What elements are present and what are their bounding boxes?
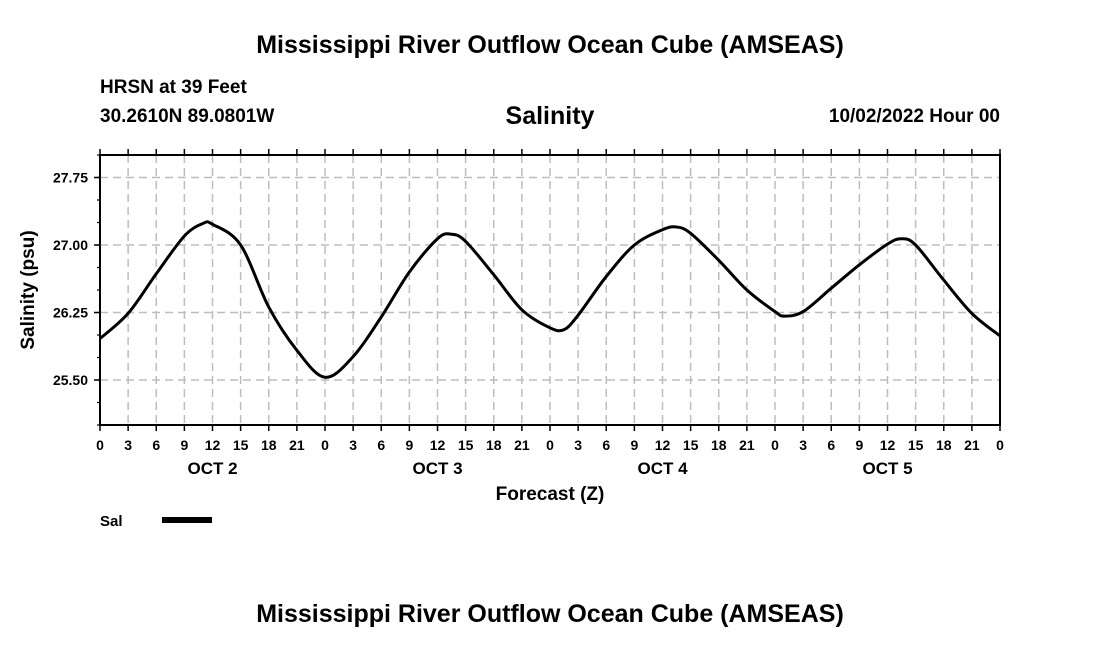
x-tick-label: 18 <box>711 437 727 453</box>
x-tick-label: 3 <box>124 437 132 453</box>
x-tick-label: 0 <box>771 437 779 453</box>
x-tick-label: 6 <box>152 437 160 453</box>
x-tick-label: 3 <box>574 437 582 453</box>
legend-label: Sal <box>100 513 123 530</box>
x-tick-label: 0 <box>96 437 104 453</box>
y-tick-label: 27.00 <box>53 237 88 253</box>
x-tick-label: 0 <box>546 437 554 453</box>
x-tick-label: 6 <box>827 437 835 453</box>
x-tick-label: 12 <box>205 437 221 453</box>
datetime-label: 10/02/2022 Hour 00 <box>828 106 1000 127</box>
x-tick-label: 12 <box>655 437 671 453</box>
x-tick-label: 6 <box>602 437 610 453</box>
x-tick-label: 21 <box>964 437 980 453</box>
x-axis-label: Forecast (Z) <box>496 484 605 505</box>
x-tick-label: 6 <box>377 437 385 453</box>
x-tick-label: 9 <box>630 437 638 453</box>
day-label: OCT 4 <box>637 459 688 478</box>
y-tick-label: 26.25 <box>53 305 88 321</box>
x-tick-label: 21 <box>739 437 755 453</box>
x-tick-label: 15 <box>233 437 249 453</box>
y-axis-label: Salinity (psu) <box>18 230 39 349</box>
x-tick-label: 9 <box>405 437 413 453</box>
day-label: OCT 5 <box>862 459 912 478</box>
x-tick-label: 9 <box>855 437 863 453</box>
coordinates-label: 30.2610N 89.0801W <box>100 106 275 127</box>
x-tick-label: 18 <box>486 437 502 453</box>
y-tick-label: 27.75 <box>53 170 88 186</box>
series-line-sal <box>98 220 1001 379</box>
x-tick-label: 21 <box>514 437 530 453</box>
x-tick-label: 12 <box>430 437 446 453</box>
station-label: HRSN at 39 Feet <box>100 77 247 98</box>
x-tick-label: 15 <box>458 437 474 453</box>
footer-title: Mississippi River Outflow Ocean Cube (AM… <box>256 600 844 628</box>
chart-title: Mississippi River Outflow Ocean Cube (AM… <box>256 31 844 59</box>
x-tick-label: 3 <box>349 437 357 453</box>
day-label: OCT 3 <box>412 459 462 478</box>
x-tick-label: 0 <box>321 437 329 453</box>
plot-frame <box>99 154 1001 426</box>
x-tick-label: 21 <box>289 437 305 453</box>
chart-subtitle: Salinity <box>505 102 595 130</box>
x-tick-label: 0 <box>996 437 1004 453</box>
x-tick-label: 15 <box>683 437 699 453</box>
y-tick-label: 25.50 <box>53 372 88 388</box>
x-tick-label: 9 <box>180 437 188 453</box>
x-tick-label: 12 <box>880 437 896 453</box>
x-tick-label: 15 <box>908 437 924 453</box>
day-label: OCT 2 <box>187 459 237 478</box>
x-tick-label: 3 <box>799 437 807 453</box>
x-tick-label: 18 <box>261 437 277 453</box>
x-tick-label: 18 <box>936 437 952 453</box>
